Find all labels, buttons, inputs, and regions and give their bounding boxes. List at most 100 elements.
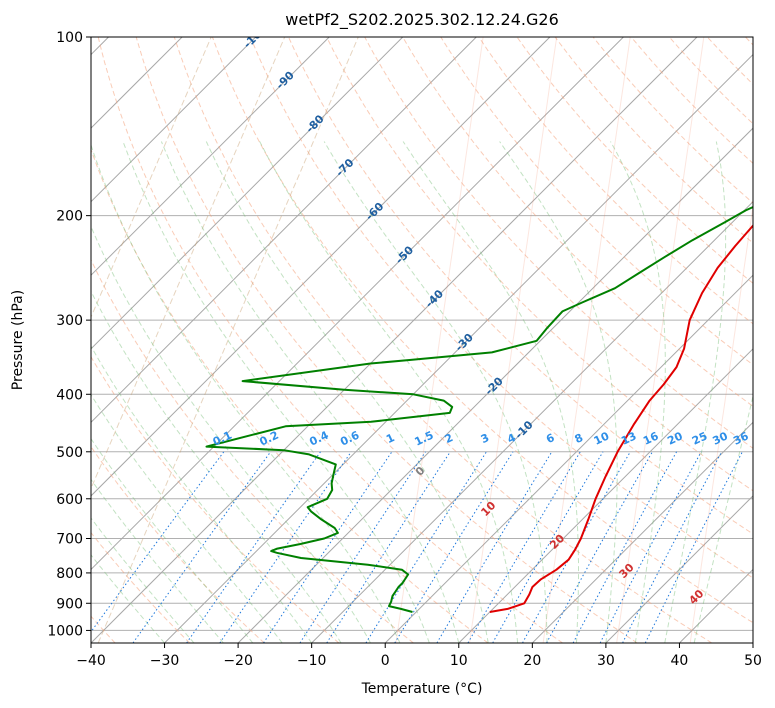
mixing-ratio-label: 0.1 bbox=[211, 429, 234, 449]
y-axis: 1000 900 800 700 600 500 400 300 200 100 bbox=[47, 30, 91, 639]
moist-adiabat bbox=[160, 141, 460, 643]
mixing-ratio-label: 10 bbox=[592, 429, 612, 447]
isotherm-line bbox=[91, 37, 477, 424]
moist-adiabat bbox=[91, 437, 254, 643]
mixing-ratio-label: 25 bbox=[690, 429, 709, 447]
moist-adiabat bbox=[91, 517, 195, 643]
isotherm-line bbox=[679, 568, 753, 643]
moist-adiabat-numbered bbox=[689, 203, 753, 643]
dry-adiabat bbox=[592, 37, 753, 204]
x-tick-label: −10 bbox=[297, 653, 327, 669]
moist-adiabat-label: 10 bbox=[478, 499, 498, 519]
y-tick-label: 400 bbox=[56, 387, 83, 403]
y-tick-label: 600 bbox=[56, 492, 83, 508]
mixing-ratio-label: 16 bbox=[641, 429, 661, 447]
y-tick-label: 1000 bbox=[47, 623, 83, 639]
y-tick-label: 800 bbox=[56, 566, 83, 582]
isotherm-line bbox=[91, 37, 404, 350]
moist-adiabat bbox=[91, 143, 401, 643]
isotherm-line bbox=[91, 37, 698, 643]
dry-adiabat bbox=[91, 445, 265, 643]
sounding-profiles bbox=[205, 205, 753, 613]
dry-adiabat bbox=[249, 37, 753, 579]
mixing-ratio-label: 1 bbox=[384, 431, 396, 446]
dry-adiabat bbox=[402, 37, 753, 407]
dry-adiabat bbox=[91, 258, 414, 643]
moist-adiabat-numbered bbox=[469, 37, 558, 643]
mixing-ratio-line bbox=[599, 451, 702, 643]
pseudo-adiabat bbox=[91, 37, 286, 490]
moist-adiabat bbox=[205, 141, 489, 643]
background-grid bbox=[91, 37, 753, 643]
moist-adiabat bbox=[91, 345, 313, 643]
temperature-profile bbox=[489, 224, 753, 613]
dry-adiabat bbox=[364, 37, 753, 449]
mixing-ratio-line bbox=[365, 451, 487, 643]
dry-adiabat bbox=[745, 37, 753, 46]
mixing-ratio-label: 8 bbox=[573, 431, 585, 446]
moist-adiabat-label: 0 bbox=[413, 464, 428, 479]
isotherm-line bbox=[91, 37, 257, 203]
dry-adiabat bbox=[91, 355, 340, 643]
moist-adiabat-numbered bbox=[542, 37, 631, 643]
moist-adiabat-numbered bbox=[616, 37, 705, 643]
y-axis-label: Pressure (hPa) bbox=[10, 290, 26, 390]
isotherm-line bbox=[91, 37, 624, 571]
mixing-ratio-label: 0.4 bbox=[307, 428, 330, 448]
dewpoint-profile bbox=[205, 205, 753, 613]
dry-adiabat bbox=[211, 37, 753, 624]
dry-adiabat bbox=[478, 37, 753, 325]
line-labels: -100-90-80-70-60-50-40-30-20-100.1 0.2 0.4… bbox=[211, 37, 751, 607]
y-tick-label: 300 bbox=[56, 313, 83, 329]
x-tick-label: −20 bbox=[223, 653, 253, 669]
x-tick-label: 30 bbox=[597, 653, 615, 669]
mixing-ratio-line bbox=[546, 451, 653, 643]
isotherm-line bbox=[91, 37, 551, 497]
mixing-ratio-label: 0.6 bbox=[338, 428, 361, 448]
dry-adiabat bbox=[440, 37, 753, 366]
moist-adiabat bbox=[91, 478, 224, 643]
mixing-ratio-line bbox=[219, 451, 352, 643]
moist-adiabat bbox=[664, 141, 727, 643]
dry-adiabat bbox=[326, 37, 753, 492]
dry-adiabat bbox=[91, 148, 489, 643]
moist-adiabat bbox=[610, 141, 666, 643]
mixing-ratio-label: 1.5 bbox=[412, 429, 435, 449]
moist-adiabat bbox=[323, 141, 548, 643]
mixing-ratio-line bbox=[263, 451, 393, 643]
moist-adiabat bbox=[91, 393, 283, 643]
x-axis: −40 −30 −20 −10 0 10 20 30 40 50 bbox=[76, 643, 762, 669]
dry-adiabat bbox=[135, 37, 638, 643]
y-tick-label: 500 bbox=[56, 445, 83, 461]
moist-adiabat bbox=[402, 141, 579, 643]
x-tick-label: 0 bbox=[381, 653, 390, 669]
mixing-ratio-label: 30 bbox=[711, 429, 731, 447]
mixing-ratio-line bbox=[91, 451, 225, 633]
x-tick-label: 10 bbox=[450, 653, 468, 669]
isotherm-line bbox=[91, 37, 330, 276]
x-tick-label: 50 bbox=[744, 653, 762, 669]
moist-adiabat bbox=[499, 141, 618, 643]
mixing-ratio-label: 13 bbox=[619, 429, 638, 447]
moist-adiabat bbox=[91, 554, 165, 643]
mixing-ratio-label: 36 bbox=[731, 429, 751, 447]
mixing-ratio-line bbox=[436, 451, 553, 643]
y-tick-label: 100 bbox=[56, 30, 83, 46]
mixing-ratio-line bbox=[467, 451, 581, 643]
pseudo-adiabat bbox=[91, 37, 212, 319]
saturated-adiabats bbox=[91, 141, 753, 643]
x-tick-label: 40 bbox=[671, 653, 689, 669]
moist-adiabat-label: 20 bbox=[547, 532, 567, 552]
x-tick-label: 20 bbox=[523, 653, 541, 669]
mixing-ratio-line bbox=[622, 451, 723, 643]
isotherm-line bbox=[752, 642, 753, 643]
chart-title: wetPf2_S202.2025.302.12.24.G26 bbox=[285, 10, 559, 30]
moist-adiabat bbox=[259, 141, 519, 643]
y-tick-label: 200 bbox=[56, 209, 83, 225]
dry-adiabat bbox=[288, 37, 753, 535]
mixing-ratio-line bbox=[522, 451, 631, 643]
isotherm-line bbox=[237, 127, 753, 643]
y-tick-label: 900 bbox=[56, 596, 83, 612]
mixing-ratio-line bbox=[572, 451, 678, 643]
